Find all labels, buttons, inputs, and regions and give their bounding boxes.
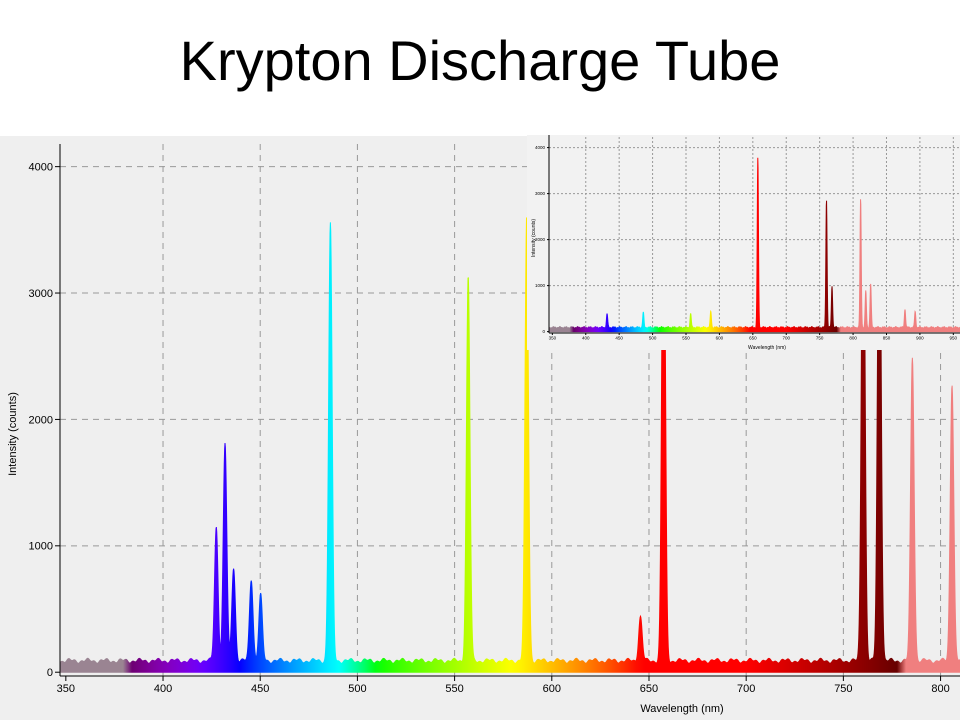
page-title: Krypton Discharge Tube [179, 29, 781, 92]
x-tick-label: 700 [737, 683, 755, 695]
x-tick-label: 550 [445, 683, 463, 695]
y-tick-label: 1000 [535, 283, 546, 288]
x-tick-label: 500 [348, 683, 366, 695]
y-tick-label: 0 [542, 329, 545, 334]
y-tick-label: 3000 [29, 288, 53, 300]
x-tick-label: 350 [57, 683, 75, 695]
x-tick-label: 500 [649, 336, 657, 341]
x-tick-label: 550 [682, 336, 690, 341]
x-tick-label: 650 [749, 336, 757, 341]
y-tick-label: 2000 [535, 237, 546, 242]
y-axis-label: Intensity (counts) [531, 219, 537, 257]
y-tick-label: 3000 [535, 191, 546, 196]
y-tick-label: 2000 [29, 414, 53, 426]
x-tick-label: 850 [883, 336, 891, 341]
x-axis-label: Wavelength (nm) [748, 345, 786, 350]
x-tick-label: 800 [931, 683, 949, 695]
inset-spectrum-chart: 350 400 450 500 550 600 650 700 750 800 850 900 950 0… [527, 135, 960, 350]
x-tick-label: 350 [549, 336, 557, 341]
x-tick-label: 750 [834, 683, 852, 695]
x-tick-label: 900 [916, 336, 924, 341]
x-tick-label: 600 [543, 683, 561, 695]
y-axis-label: Intensity (counts) [7, 392, 19, 476]
y-tick-label: 4000 [29, 161, 53, 173]
y-tick-label: 0 [47, 667, 53, 679]
x-axis-label: Wavelength (nm) [640, 703, 723, 715]
y-tick-label: 1000 [29, 541, 53, 553]
x-tick-label: 650 [640, 683, 658, 695]
x-tick-label: 400 [154, 683, 172, 695]
x-tick-label: 400 [582, 336, 590, 341]
x-tick-label: 450 [615, 336, 623, 341]
x-tick-label: 450 [251, 683, 269, 695]
x-tick-label: 600 [716, 336, 724, 341]
x-tick-label: 950 [950, 336, 958, 341]
x-tick-label: 750 [816, 336, 824, 341]
x-tick-label: 700 [782, 336, 790, 341]
y-tick-label: 4000 [535, 145, 546, 150]
x-tick-label: 800 [849, 336, 857, 341]
spectrum-area [60, 136, 960, 673]
plot-background [527, 135, 960, 350]
spectrum-area [549, 157, 960, 333]
